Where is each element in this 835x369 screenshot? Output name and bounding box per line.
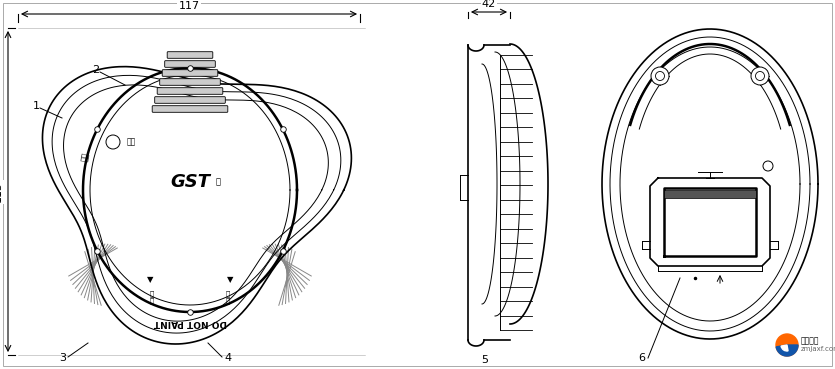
Text: 1: 1 [33, 101, 39, 111]
Text: ▼: ▼ [227, 276, 233, 284]
Text: 6: 6 [639, 353, 645, 363]
Text: 4: 4 [225, 353, 231, 363]
Circle shape [776, 334, 798, 356]
FancyBboxPatch shape [157, 88, 223, 94]
Text: 复位: 复位 [80, 152, 90, 162]
Text: 🔥: 🔥 [215, 177, 220, 186]
Text: DO NOT PAINT: DO NOT PAINT [154, 317, 226, 327]
Circle shape [655, 72, 665, 80]
FancyBboxPatch shape [152, 106, 228, 112]
Text: 115: 115 [0, 182, 3, 203]
Wedge shape [777, 345, 798, 356]
Text: ▼: ▼ [147, 276, 154, 284]
Text: 117: 117 [179, 1, 200, 11]
FancyBboxPatch shape [154, 97, 225, 103]
FancyBboxPatch shape [162, 70, 218, 76]
Text: zmjaxf.com: zmjaxf.com [801, 346, 835, 352]
Wedge shape [781, 345, 788, 351]
Text: 5: 5 [482, 355, 488, 365]
Circle shape [751, 67, 769, 85]
Bar [664, 190, 756, 198]
Circle shape [651, 67, 669, 85]
Text: 3: 3 [59, 353, 67, 363]
Text: 2: 2 [93, 65, 99, 75]
Circle shape [756, 72, 765, 80]
Text: 检
线: 检 线 [226, 290, 230, 304]
Text: 消音: 消音 [127, 138, 136, 146]
Text: 42: 42 [482, 0, 496, 9]
Text: GST: GST [170, 173, 210, 191]
FancyBboxPatch shape [164, 61, 215, 67]
Text: 火
警: 火 警 [149, 290, 154, 304]
FancyBboxPatch shape [159, 79, 220, 85]
Text: 智森消防: 智森消防 [801, 337, 819, 345]
FancyBboxPatch shape [167, 52, 213, 58]
